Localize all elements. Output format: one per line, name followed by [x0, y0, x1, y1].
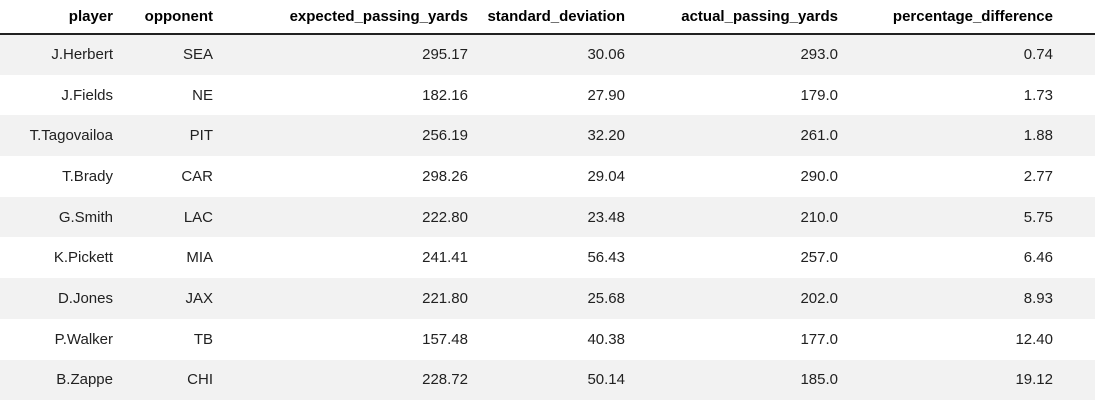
table-cell: 29.04	[587, 167, 625, 185]
table-header-row: player opponent expected_passing_yards s…	[0, 0, 1095, 35]
table-cell: 228.72	[422, 371, 468, 389]
column-header-opponent: opponent	[121, 0, 221, 35]
table-cell: NE	[192, 86, 213, 104]
table-cell: T.Brady	[62, 167, 113, 185]
table-cell: 177.0	[800, 330, 838, 348]
table-cell-spacer	[1061, 360, 1095, 401]
table-cell: 12.40	[1015, 330, 1053, 348]
table-cell-spacer	[1061, 75, 1095, 116]
table-cell-spacer	[1061, 237, 1095, 278]
table-cell: 23.48	[587, 208, 625, 226]
table-cell: 298.26	[422, 167, 468, 185]
table-cell: SEA	[182, 46, 213, 64]
table-cell: 50.14	[587, 371, 625, 389]
table-cell: 56.43	[587, 249, 625, 267]
table-cell: G.Smith	[58, 208, 113, 226]
table-cell: 157.48	[422, 330, 468, 348]
table-cell: 1.88	[1023, 127, 1053, 145]
table-cell: J.Fields	[61, 86, 113, 104]
table-row: G.Smith LAC 222.80 23.48 210.0 5.75	[0, 196, 1095, 238]
column-header-actual-passing-yards: actual_passing_yards	[633, 0, 846, 35]
table-cell: B.Zappe	[56, 371, 113, 389]
table-cell: 179.0	[800, 86, 838, 104]
table-cell: 290.0	[800, 167, 838, 185]
table-header: player opponent expected_passing_yards s…	[0, 0, 1095, 35]
table-cell: 30.06	[587, 46, 625, 64]
table-cell: 241.41	[422, 249, 468, 267]
table-cell: CAR	[181, 167, 213, 185]
table-row: P.Walker TB 157.48 40.38 177.0 12.40	[0, 318, 1095, 360]
table-cell: 40.38	[587, 330, 625, 348]
table-cell: JAX	[185, 289, 213, 307]
table-cell: 221.80	[422, 289, 468, 307]
column-header-spacer	[1061, 0, 1095, 35]
table-cell: 261.0	[800, 127, 838, 145]
table-body: J.Herbert SEA 295.17 30.06 293.0 0.74 J.Fields…	[0, 34, 1095, 401]
table-cell-spacer	[1061, 319, 1095, 360]
table-cell: 2.77	[1023, 167, 1053, 185]
table-cell: 25.68	[587, 289, 625, 307]
table-cell: 32.20	[587, 127, 625, 145]
table-row: T.Brady CAR 298.26 29.04 290.0 2.77	[0, 156, 1095, 197]
table-cell: 5.75	[1023, 208, 1053, 226]
table-cell: 257.0	[800, 249, 838, 267]
table-cell: D.Jones	[57, 289, 113, 307]
table-cell: T.Tagovailoa	[29, 127, 113, 145]
table-cell: LAC	[183, 208, 213, 226]
table-cell: J.Herbert	[51, 46, 113, 64]
table-row: J.Herbert SEA 295.17 30.06 293.0 0.74	[0, 34, 1095, 75]
table-row: B.Zappe CHI 228.72 50.14 185.0 19.12	[0, 359, 1095, 401]
table-cell: 19.12	[1015, 371, 1053, 389]
column-header-standard-deviation: standard_deviation	[476, 0, 633, 35]
table-cell: P.Walker	[54, 330, 113, 348]
table-row: J.Fields NE 182.16 27.90 179.0 1.73	[0, 74, 1095, 116]
table-cell: 6.46	[1023, 249, 1053, 267]
column-header-player: player	[0, 0, 121, 35]
table-cell: 1.73	[1023, 86, 1053, 104]
table-cell: K.Pickett	[53, 249, 113, 267]
table-cell: CHI	[187, 371, 213, 389]
table-cell: 27.90	[587, 86, 625, 104]
table-cell: 222.80	[422, 208, 468, 226]
table-cell: TB	[193, 330, 213, 348]
table-cell: 185.0	[800, 371, 838, 389]
table-row: D.Jones JAX 221.80 25.68 202.0 8.93	[0, 278, 1095, 319]
table-cell: 0.74	[1023, 46, 1053, 64]
table-row: T.Tagovailoa PIT 256.19 32.20 261.0 1.88	[0, 115, 1095, 157]
table-cell-spacer	[1061, 278, 1095, 319]
table-cell-spacer	[1061, 156, 1095, 197]
table-row: K.Pickett MIA 241.41 56.43 257.0 6.46	[0, 237, 1095, 279]
table-cell-spacer	[1061, 115, 1095, 156]
table-cell-spacer	[1061, 34, 1095, 75]
column-header-expected-passing-yards: expected_passing_yards	[221, 0, 476, 35]
table-cell: 256.19	[422, 127, 468, 145]
table-cell: 210.0	[800, 208, 838, 226]
column-header-percentage-difference: percentage_difference	[846, 0, 1061, 35]
table-cell: MIA	[186, 249, 213, 267]
table-cell-spacer	[1061, 197, 1095, 238]
table-cell: 8.93	[1023, 289, 1053, 307]
table-cell: 295.17	[422, 46, 468, 64]
table-cell: PIT	[189, 127, 213, 145]
table-cell: 202.0	[800, 289, 838, 307]
table-cell: 182.16	[422, 86, 468, 104]
table-cell: 293.0	[800, 46, 838, 64]
